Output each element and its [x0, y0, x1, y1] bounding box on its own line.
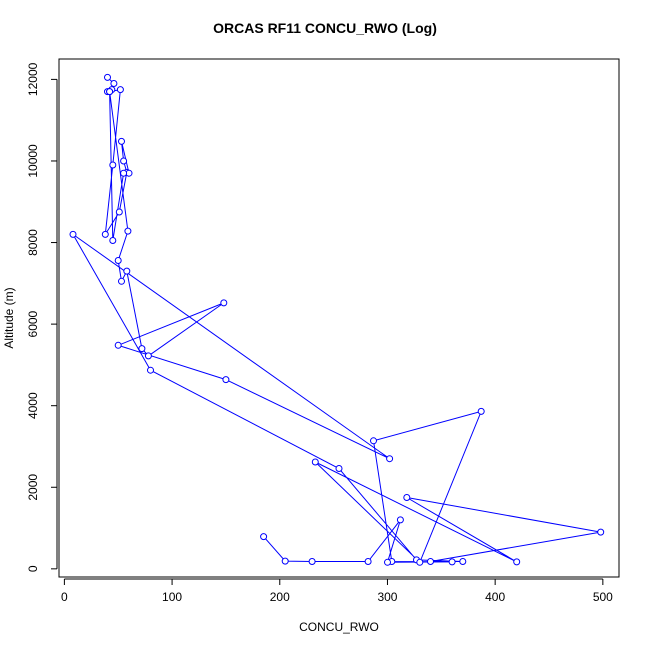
data-point — [222, 376, 230, 384]
data-point — [118, 277, 125, 285]
y-tick-label: 4000 — [26, 392, 40, 419]
x-axis: 0 100 200 300 400 500 — [61, 578, 613, 604]
data-point — [403, 494, 411, 501]
y-tick-label: 2000 — [26, 474, 40, 501]
x-tick-label: 0 — [61, 590, 68, 604]
x-tick-label: 200 — [270, 590, 290, 604]
data-point — [69, 230, 77, 238]
data-point — [104, 73, 111, 81]
x-tick-label: 500 — [593, 590, 613, 604]
data-point — [118, 137, 125, 145]
data-point — [384, 558, 391, 566]
data-point — [448, 558, 456, 566]
data-point — [109, 161, 117, 169]
data-point — [308, 558, 316, 565]
series-layer — [69, 73, 605, 566]
data-point — [281, 557, 289, 565]
y-tick-label: 12000 — [26, 62, 40, 96]
data-point — [370, 437, 377, 445]
y-axis: 0 2000 4000 6000 8000 10000 12000 — [26, 62, 58, 572]
data-point — [597, 528, 605, 536]
data-point — [114, 257, 122, 264]
x-tick-label: 400 — [485, 590, 505, 604]
data-point — [124, 227, 132, 235]
data-point — [147, 366, 154, 374]
data-point — [459, 558, 467, 565]
data-point — [416, 558, 424, 566]
plot-frame — [58, 58, 620, 578]
data-point — [110, 80, 118, 87]
data-point — [116, 86, 124, 94]
data-point — [335, 465, 343, 472]
y-tick-label: 10000 — [26, 144, 40, 178]
data-point — [106, 88, 114, 96]
data-point — [311, 458, 319, 466]
chart-title: ORCAS RF11 CONCU_RWO (Log) — [213, 20, 437, 36]
x-tick-label: 300 — [377, 590, 397, 604]
y-tick-label: 0 — [26, 565, 40, 572]
series-line — [72, 77, 601, 564]
y-axis-title: Altitude (m) — [2, 287, 16, 348]
data-point — [109, 237, 117, 244]
y-tick-label: 6000 — [26, 310, 40, 337]
data-point — [220, 299, 228, 307]
data-point — [144, 352, 152, 360]
x-axis-title: CONCU_RWO — [299, 620, 379, 634]
data-point — [114, 341, 122, 349]
data-point — [101, 230, 109, 238]
data-point — [477, 407, 485, 415]
data-point — [260, 533, 268, 541]
data-point — [364, 558, 372, 565]
data-point — [386, 455, 394, 463]
y-tick-label: 8000 — [26, 229, 40, 256]
data-point — [120, 169, 128, 177]
data-point — [138, 345, 146, 353]
data-point — [513, 558, 521, 566]
data-point — [427, 558, 434, 565]
data-point — [396, 516, 404, 524]
data-point — [120, 157, 128, 165]
data-point — [123, 267, 131, 275]
x-tick-label: 100 — [162, 590, 182, 604]
data-point — [115, 208, 123, 216]
